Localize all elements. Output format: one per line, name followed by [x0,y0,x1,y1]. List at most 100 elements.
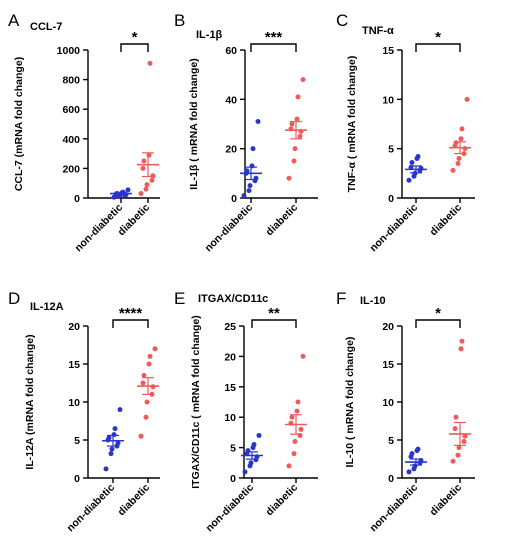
data-point [152,346,158,352]
panel-title: IL-10 [360,295,386,307]
data-point [415,154,421,160]
y-tick-label: 10 [224,412,236,424]
data-point [144,399,150,405]
data-point [295,94,301,100]
data-point [103,466,109,472]
data-point [140,165,146,171]
y-axis-label: CCL-7 (mRNA fold change) [13,57,25,191]
data-point [297,133,303,139]
data-point [295,399,301,405]
y-tick-label: 800 [62,75,80,87]
data-point [112,426,118,432]
data-point [294,408,300,414]
data-point [141,158,147,164]
data-point [106,435,112,441]
y-tick-label: 10 [382,94,394,106]
data-point [289,414,295,420]
panel-e: E ITGAX/CD11c ITGAX/CD11c ( mRNA fold chan… [174,289,318,534]
y-tick-label: 5 [388,435,394,447]
data-point [140,380,146,386]
panel-c: C TNF-α TNF-α ( mRNA fold change) 0 5 10 15 non… [336,11,475,254]
x-category-label: non-diabetic [367,202,420,255]
y-tick-label: 0 [388,473,394,485]
significance-marker: * [435,29,441,46]
y-tick-label: 15 [68,359,80,371]
y-tick-label: 200 [62,163,80,175]
data-point [298,426,304,432]
y-tick-label: 15 [224,382,236,394]
data-point [125,187,131,193]
data-point [117,407,123,413]
y-tick-label: 20 [68,321,80,333]
y-tick-label: 10 [68,397,80,409]
data-point [300,77,306,83]
y-tick-label: 1000 [57,45,81,57]
data-point [147,60,153,66]
data-point [256,432,262,438]
data-point [455,452,461,458]
y-tick-label: 0 [231,193,237,205]
panel-b: B IL-1β IL-1β ( mRNA fold change) 0 20 40 60 no… [174,11,318,254]
data-point [111,432,117,438]
data-point [450,458,456,464]
panel-title: ITGAX/CD11c [198,293,268,305]
data-point [251,442,257,448]
data-point [459,126,465,132]
y-tick-label: 40 [225,94,237,106]
data-point [242,469,248,475]
panel-title: IL-12A [30,301,64,313]
data-point [291,451,297,457]
y-tick-label: 5 [388,144,394,156]
y-tick-label: 15 [382,45,394,57]
significance-marker: * [132,29,138,46]
y-tick-label: 5 [74,435,80,447]
panel-letter: C [336,11,348,30]
data-point [250,146,256,152]
data-point [453,140,459,146]
data-point [456,156,462,162]
data-point [406,177,412,183]
significance-marker: ** [268,305,280,322]
data-point [458,346,464,352]
significance-bracket [415,43,461,52]
significance-marker: *** [265,29,283,46]
data-point [255,119,261,125]
data-point [138,191,144,197]
data-point [149,177,155,183]
data-point [115,440,121,446]
y-tick-label: 5 [230,443,236,455]
data-point [292,146,298,152]
y-tick-label: 400 [62,134,80,146]
x-category-label: diabetic [264,202,301,239]
y-tick-label: 0 [388,193,394,205]
y-tick-label: 25 [224,321,236,333]
data-point [147,353,153,359]
data-point [143,186,149,192]
data-point [286,175,292,181]
data-point [409,159,415,165]
data-point [409,451,415,457]
data-point [108,451,114,457]
panel-letter: D [8,289,20,308]
data-point [456,445,462,451]
significance-bracket [120,43,149,52]
significance-marker: **** [119,305,143,322]
data-point [144,182,150,188]
data-point [241,193,247,199]
x-category-label: non-diabetic [64,482,117,535]
y-tick-label: 0 [74,193,80,205]
data-point [455,160,461,166]
panel-d: D IL-12A IL-12A (mRNA fold change) 0 5 10 15 20… [8,289,160,534]
y-axis-label: ITGAX/CD11c ( mRNA fold change) [190,315,202,488]
data-point [458,136,464,142]
y-tick-label: 10 [382,397,394,409]
data-point [291,158,297,164]
significance-bracket [250,43,297,52]
panel-title: IL-1β [196,29,223,41]
panel-title: TNF-α [362,25,394,37]
data-point [289,121,295,127]
data-point [247,183,253,189]
y-axis-label: IL-12A (mRNA fold change) [24,334,36,469]
x-category-label: diabetic [428,202,465,239]
